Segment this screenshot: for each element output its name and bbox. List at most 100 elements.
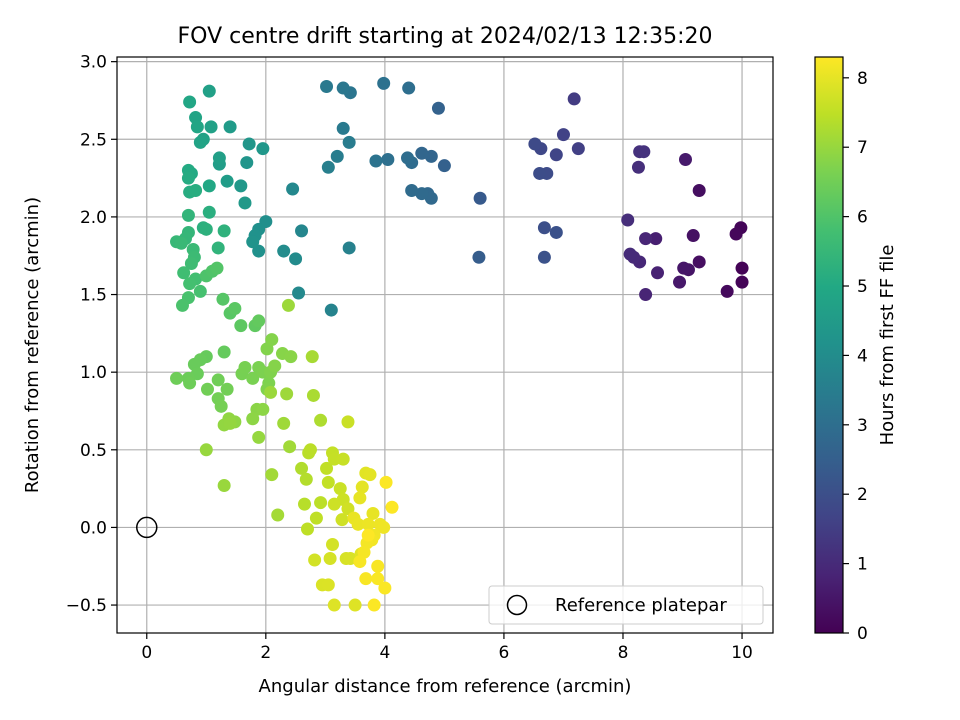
data-point bbox=[405, 184, 419, 198]
colorbar: 0 1 2 3 4 5 6 7 8 Hours from first FF file bbox=[814, 56, 898, 644]
data-point bbox=[330, 149, 344, 163]
data-point bbox=[720, 284, 734, 298]
x-tick-label: 10 bbox=[731, 643, 753, 663]
data-point bbox=[220, 382, 234, 396]
data-point bbox=[281, 298, 295, 312]
data-point bbox=[355, 480, 369, 494]
data-point bbox=[400, 151, 414, 165]
data-point bbox=[378, 581, 392, 595]
data-point bbox=[212, 151, 226, 165]
data-point bbox=[348, 598, 362, 612]
data-point bbox=[639, 232, 653, 246]
legend: Reference platepar bbox=[488, 585, 764, 625]
data-point bbox=[286, 182, 300, 196]
legend-label: Reference platepar bbox=[555, 595, 727, 616]
data-point bbox=[234, 319, 248, 333]
data-point bbox=[335, 513, 349, 527]
data-point bbox=[361, 528, 375, 542]
data-point bbox=[324, 303, 338, 317]
data-point bbox=[265, 468, 279, 482]
data-point bbox=[651, 266, 665, 280]
data-point bbox=[283, 440, 297, 454]
data-point bbox=[567, 92, 581, 106]
data-point bbox=[402, 81, 416, 95]
data-point bbox=[305, 350, 319, 364]
data-point bbox=[621, 213, 635, 227]
reference-platepar-marker bbox=[136, 516, 158, 539]
grid-lines bbox=[117, 57, 773, 633]
data-point bbox=[289, 252, 303, 266]
data-point bbox=[359, 572, 373, 586]
data-point bbox=[256, 142, 270, 156]
y-tick-label: 2.0 bbox=[80, 208, 107, 228]
legend-box bbox=[488, 585, 764, 625]
data-point bbox=[277, 244, 291, 258]
data-point bbox=[189, 184, 203, 198]
data-point bbox=[431, 101, 445, 115]
data-point bbox=[256, 402, 270, 416]
data-point bbox=[385, 500, 399, 514]
colorbar-tick-label: 4 bbox=[857, 346, 868, 366]
data-point bbox=[199, 443, 213, 457]
data-point bbox=[238, 196, 252, 210]
data-point bbox=[181, 171, 195, 185]
data-point bbox=[314, 413, 328, 427]
data-point bbox=[371, 559, 385, 573]
data-point bbox=[377, 520, 391, 534]
data-point bbox=[264, 385, 278, 399]
chart-title: FOV centre drift starting at 2024/02/13 … bbox=[178, 24, 713, 49]
data-point bbox=[193, 284, 207, 298]
data-point bbox=[333, 482, 347, 496]
data-point bbox=[336, 81, 350, 95]
data-point bbox=[623, 247, 637, 261]
data-point bbox=[200, 382, 214, 396]
data-point bbox=[533, 166, 547, 180]
data-point bbox=[323, 551, 337, 565]
data-point bbox=[472, 250, 486, 264]
colorbar-label: Hours from first FF file bbox=[877, 245, 898, 446]
data-point bbox=[220, 174, 234, 188]
colorbar-ticks: 0 1 2 3 4 5 6 7 8 bbox=[843, 69, 868, 644]
data-point bbox=[537, 221, 551, 235]
data-point bbox=[295, 461, 309, 475]
data-point bbox=[473, 191, 487, 205]
data-point bbox=[571, 142, 585, 156]
data-point bbox=[170, 371, 184, 385]
data-point bbox=[298, 497, 312, 511]
data-point bbox=[174, 236, 188, 250]
data-point bbox=[202, 84, 216, 98]
data-point bbox=[246, 371, 260, 385]
data-point bbox=[369, 154, 383, 168]
data-point bbox=[228, 302, 242, 316]
y-tick-label: −0.5 bbox=[66, 596, 107, 616]
data-point bbox=[353, 555, 367, 569]
data-point bbox=[549, 225, 563, 239]
legend-marker-icon bbox=[506, 594, 528, 616]
data-point bbox=[265, 333, 279, 347]
data-point bbox=[342, 135, 356, 149]
data-point bbox=[537, 250, 551, 264]
data-point bbox=[217, 224, 231, 238]
data-point bbox=[280, 387, 294, 401]
data-point bbox=[211, 373, 225, 387]
data-point bbox=[327, 452, 341, 466]
data-point bbox=[631, 160, 645, 174]
data-point bbox=[271, 508, 285, 522]
data-point bbox=[341, 502, 355, 516]
data-point bbox=[309, 511, 323, 525]
data-points bbox=[170, 76, 749, 612]
data-point bbox=[377, 76, 391, 90]
data-point bbox=[217, 479, 231, 493]
data-point bbox=[379, 475, 393, 489]
data-point bbox=[299, 472, 313, 486]
data-point bbox=[321, 160, 335, 174]
data-point bbox=[183, 376, 197, 390]
data-point bbox=[183, 95, 197, 109]
data-point bbox=[246, 235, 260, 249]
data-point bbox=[325, 538, 339, 552]
data-point bbox=[252, 244, 266, 258]
data-point bbox=[363, 468, 377, 482]
data-point bbox=[242, 137, 256, 151]
data-point bbox=[277, 416, 291, 430]
